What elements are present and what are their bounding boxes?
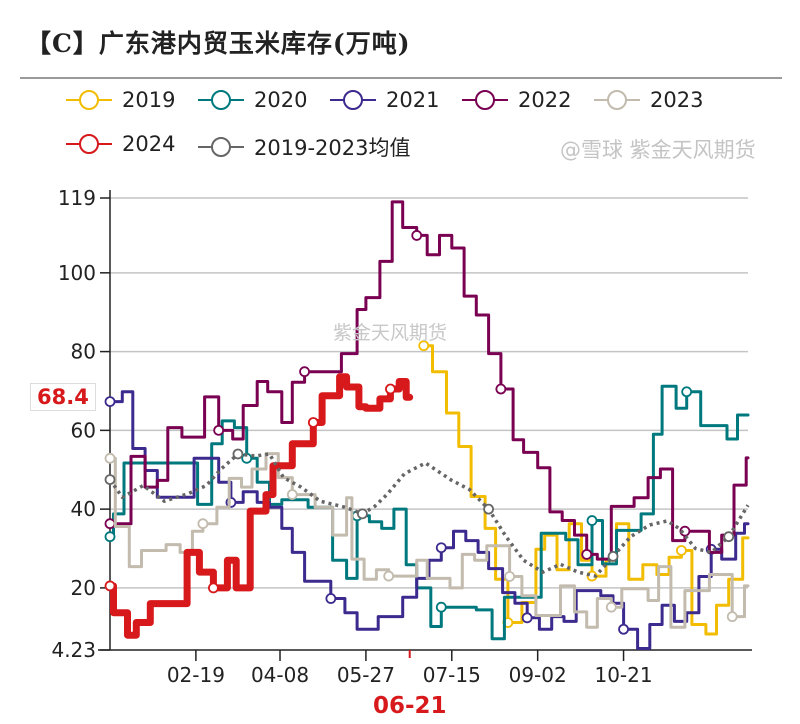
data-point-marker (483, 503, 494, 515)
x-tick-label: 09-02 (509, 663, 567, 687)
legend-label: 2022 (518, 88, 572, 112)
legend-item-2019[interactable]: 2019 (64, 88, 175, 112)
data-point-marker (307, 417, 319, 428)
data-point-marker (385, 383, 396, 395)
y-tick-label: 4.23 (51, 638, 96, 662)
data-point-marker (435, 601, 447, 613)
watermark-footer: @雪球 紫金天风期货 (560, 138, 756, 162)
data-point-marker (681, 386, 693, 398)
legend-marker-icon (462, 90, 508, 110)
y-tick-label: 60 (71, 418, 96, 442)
data-point-marker (435, 542, 447, 554)
y-tick-label: 119 (58, 186, 96, 210)
y-tick-label: 40 (71, 497, 96, 521)
data-point-marker (679, 525, 691, 537)
data-point-marker (723, 531, 735, 543)
data-point-marker (213, 424, 225, 436)
data-point-marker (104, 474, 116, 485)
data-point-marker (521, 612, 533, 624)
legend-marker-icon (198, 137, 244, 157)
legend-label: 2019 (122, 88, 176, 112)
series-line-2023 (108, 452, 750, 629)
data-point-marker (104, 518, 116, 530)
series-line-2019 (422, 344, 750, 636)
data-point-marker (286, 489, 298, 500)
watermark: 紫金天风期货 (333, 322, 448, 344)
data-point-marker (383, 570, 395, 582)
data-point-marker (411, 230, 423, 241)
legend-label: 2021 (386, 88, 440, 112)
y-tick-label: 20 (71, 576, 96, 600)
series-line-2022 (108, 200, 750, 561)
y-tick-label: 100 (58, 261, 96, 285)
data-point-marker (104, 396, 116, 408)
legend-label: 2024 (122, 132, 176, 156)
data-point-marker (232, 448, 244, 460)
series-line-2021 (108, 390, 750, 650)
data-point-marker (208, 582, 219, 594)
x-tick-label: 07-15 (423, 663, 481, 687)
last-value-label: 68.4 (30, 383, 96, 411)
data-point-marker (104, 452, 116, 464)
data-point-marker (495, 383, 507, 395)
legend-item-2019-2023均值[interactable]: 2019-2023均值 (196, 132, 410, 162)
x-tick-label: 10-21 (594, 663, 652, 687)
legend-item-2022[interactable]: 2022 (460, 88, 571, 112)
legend-marker-icon (66, 134, 112, 154)
legend-marker-icon (594, 90, 640, 110)
data-point-marker (675, 545, 687, 556)
data-point-marker (104, 531, 116, 543)
data-point-marker (607, 550, 619, 562)
data-point-marker (586, 515, 598, 526)
legend-marker-icon (330, 90, 376, 110)
legend-label: 2023 (650, 88, 704, 112)
legend-label: 2019-2023均值 (254, 136, 411, 160)
data-point-marker (581, 549, 593, 560)
data-point-marker (504, 571, 516, 582)
legend-marker-icon (66, 90, 112, 110)
data-point-marker (325, 593, 337, 604)
x-tick-label: 04-08 (251, 663, 309, 687)
y-tick-label: 80 (71, 340, 96, 364)
data-point-marker (299, 366, 310, 378)
x-tick-label: 05-27 (337, 663, 395, 687)
legend-item-2020[interactable]: 2020 (196, 88, 307, 112)
data-point-marker (726, 611, 738, 623)
data-point-marker (197, 518, 209, 530)
x-tick-label: 02-19 (167, 663, 225, 687)
highlight-x-label: 06-21 (373, 693, 447, 719)
data-point-marker (356, 508, 368, 520)
data-point-marker (618, 623, 629, 635)
data-point-marker (418, 340, 430, 352)
legend-item-2021[interactable]: 2021 (328, 88, 439, 112)
legend-marker-icon (198, 90, 244, 110)
legend-item-2023[interactable]: 2023 (592, 88, 703, 112)
data-point-marker (605, 601, 617, 613)
chart-title: 【C】广东港内贸玉米库存(万吨) (26, 29, 411, 58)
title-divider (20, 77, 782, 79)
data-point-marker (104, 580, 116, 592)
series-line-2024 (106, 373, 414, 639)
legend-label: 2020 (254, 88, 308, 112)
legend-item-2024[interactable]: 2024 (64, 132, 175, 156)
series-line-2019-2023均值 (108, 452, 750, 578)
